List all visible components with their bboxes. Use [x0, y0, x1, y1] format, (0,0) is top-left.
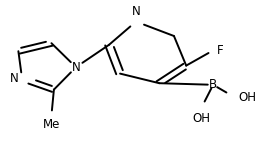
Text: F: F [217, 44, 223, 57]
Text: N: N [132, 5, 140, 18]
Text: Me: Me [43, 118, 60, 131]
Text: OH: OH [239, 91, 257, 104]
Text: N: N [71, 61, 80, 74]
Text: OH: OH [192, 112, 210, 125]
Text: B: B [209, 78, 217, 91]
Text: N: N [10, 72, 18, 85]
